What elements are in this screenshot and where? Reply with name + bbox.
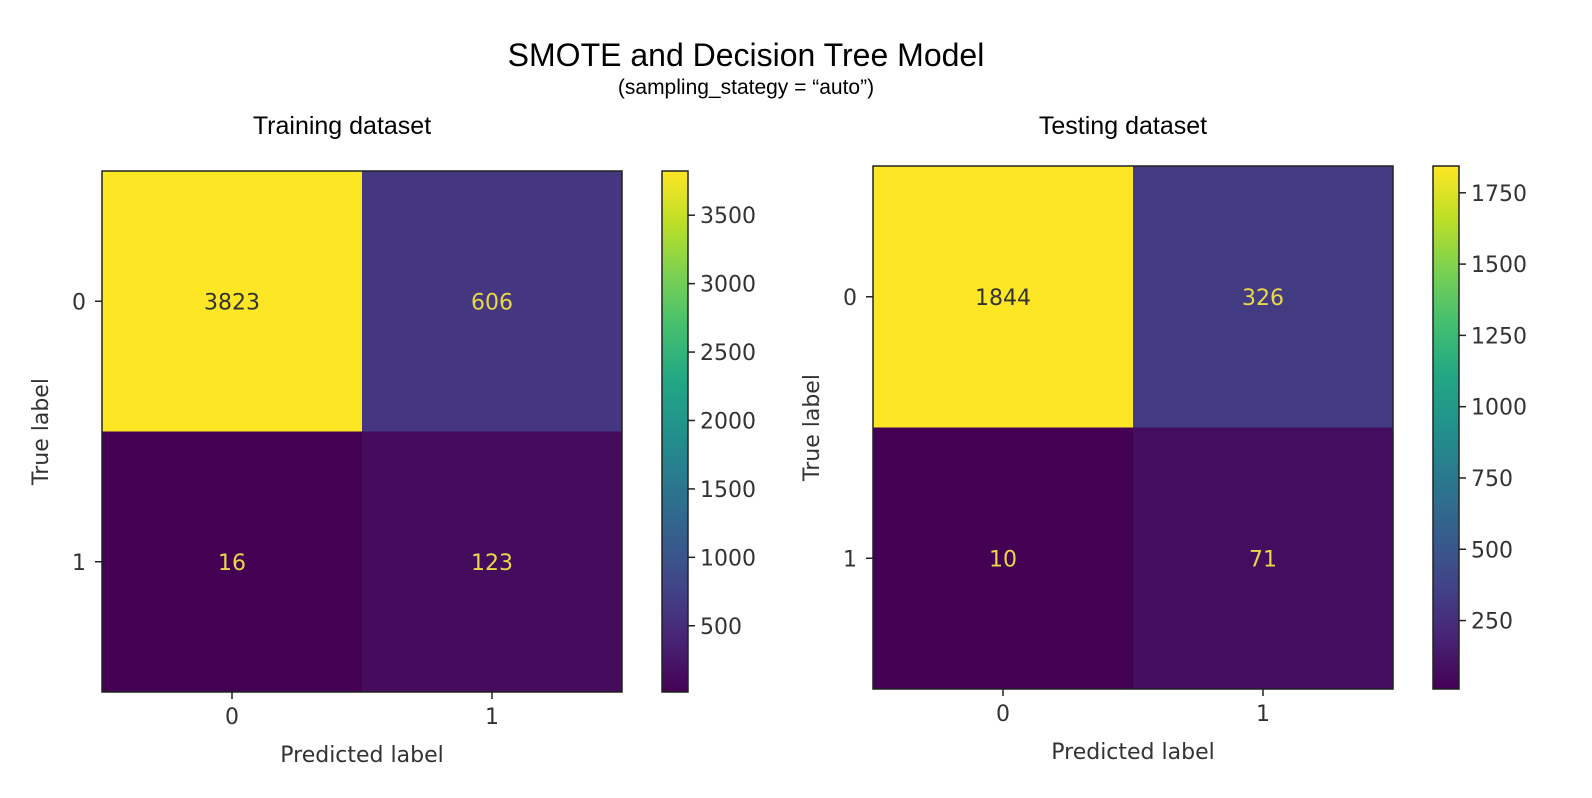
figure-subtitle: (sampling_stategy = “auto”): [618, 76, 874, 99]
subplot-title: Testing dataset: [1039, 112, 1207, 140]
x-axis-label: Predicted label: [1051, 740, 1214, 765]
cell-value-label: 71: [1249, 547, 1277, 572]
heatmap-cell: [362, 171, 622, 432]
heatmap-cell: [102, 171, 362, 432]
training-confusion-matrix: Training dataset 3823 606 16 123 0 1 0 1 Predicte…: [29, 112, 756, 768]
colorbar-tick-label: 1000: [1471, 396, 1527, 421]
colorbar-tick-label: 2500: [700, 341, 756, 366]
y-tick-label: 0: [72, 290, 86, 315]
y-tick-label: 1: [843, 547, 857, 572]
colorbar-tick-label: 500: [700, 615, 742, 640]
heatmap-cell: [1133, 427, 1393, 689]
y-tick-label: 1: [72, 551, 86, 576]
colorbar-tick-label: 1750: [1471, 182, 1527, 207]
y-axis-label: True label: [29, 378, 54, 486]
heatmap-frame: [101, 170, 623, 693]
heatmap-cell: [102, 431, 362, 692]
y-axis-label: True label: [800, 374, 825, 482]
cell-value-label: 326: [1242, 286, 1284, 311]
x-tick-label: 1: [1256, 702, 1270, 727]
colorbar-tick-label: 1500: [700, 478, 756, 503]
colorbar-tick-label: 1000: [700, 546, 756, 571]
colorbar-tick-label: 250: [1471, 610, 1513, 635]
x-tick-label: 1: [485, 705, 499, 730]
colorbar-tick-label: 2000: [700, 409, 756, 434]
colorbar-tick-label: 750: [1471, 467, 1513, 492]
figure-title: SMOTE and Decision Tree Model: [508, 37, 985, 73]
heatmap-cell: [1133, 166, 1393, 428]
colorbar: [1432, 165, 1460, 690]
cell-value-label: 16: [218, 551, 246, 576]
cell-value-label: 10: [989, 547, 1017, 572]
x-tick-label: 0: [996, 702, 1010, 727]
colorbar-tick-label: 3500: [700, 204, 756, 229]
heatmap-cell: [873, 166, 1133, 428]
colorbar-tick-label: 1500: [1471, 253, 1527, 278]
cell-value-label: 123: [471, 551, 513, 576]
y-tick-label: 0: [843, 286, 857, 311]
heatmap-cell: [362, 431, 622, 692]
cell-value-label: 1844: [975, 286, 1031, 311]
subplot-title: Training dataset: [253, 112, 431, 140]
colorbar: [661, 170, 689, 693]
cell-value-label: 606: [471, 290, 513, 315]
heatmap-frame: [872, 165, 1394, 690]
x-axis-label: Predicted label: [280, 743, 443, 768]
heatmap-cell: [873, 427, 1133, 689]
colorbar-tick-label: 3000: [700, 273, 756, 298]
colorbar-tick-label: 1250: [1471, 324, 1527, 349]
cell-value-label: 3823: [204, 290, 260, 315]
colorbar-tick-label: 500: [1471, 538, 1513, 563]
x-tick-label: 0: [225, 705, 239, 730]
